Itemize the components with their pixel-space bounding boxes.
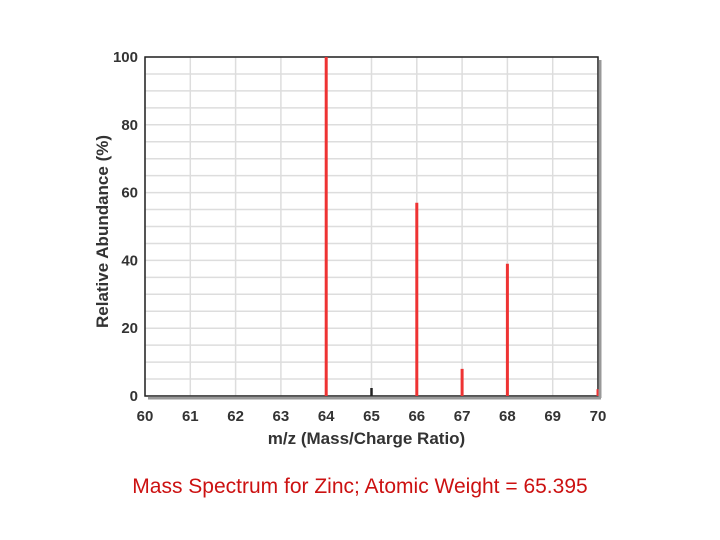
x-tick-label: 60 xyxy=(137,408,154,425)
chart-caption: Mass Spectrum for Zinc; Atomic Weight = … xyxy=(132,475,588,498)
x-axis-title: m/z (Mass/Charge Ratio) xyxy=(268,429,465,448)
x-tick-label: 64 xyxy=(318,408,335,425)
x-tick-label: 61 xyxy=(182,408,199,425)
y-tick-label: 60 xyxy=(121,185,138,202)
y-tick-label: 40 xyxy=(121,252,138,269)
x-tick-label: 62 xyxy=(227,408,244,425)
y-axis-title: Relative Abundance (%) xyxy=(93,135,112,328)
peaks xyxy=(324,57,600,396)
y-tick-label: 100 xyxy=(113,49,138,66)
x-tick-labels: 60 61 62 63 64 65 66 67 68 69 70 xyxy=(137,408,607,425)
y-tick-label: 0 xyxy=(130,388,138,405)
x-tick-label: 63 xyxy=(273,408,290,425)
x-tick-label: 67 xyxy=(454,408,471,425)
y-tick-label: 20 xyxy=(121,320,138,337)
x-tick-label: 70 xyxy=(590,408,607,425)
x-tick-label: 68 xyxy=(499,408,516,425)
x-tick-label: 69 xyxy=(544,408,561,425)
x-tick-label: 66 xyxy=(408,408,425,425)
y-tick-label: 80 xyxy=(121,117,138,134)
mass-spectrum-chart: 0 20 40 60 80 100 60 61 62 63 64 65 66 67 68 69 70 m/z … xyxy=(93,49,607,448)
x-tick-label: 65 xyxy=(363,408,380,425)
grid xyxy=(144,56,599,397)
y-tick-labels: 0 20 40 60 80 100 xyxy=(113,49,138,405)
